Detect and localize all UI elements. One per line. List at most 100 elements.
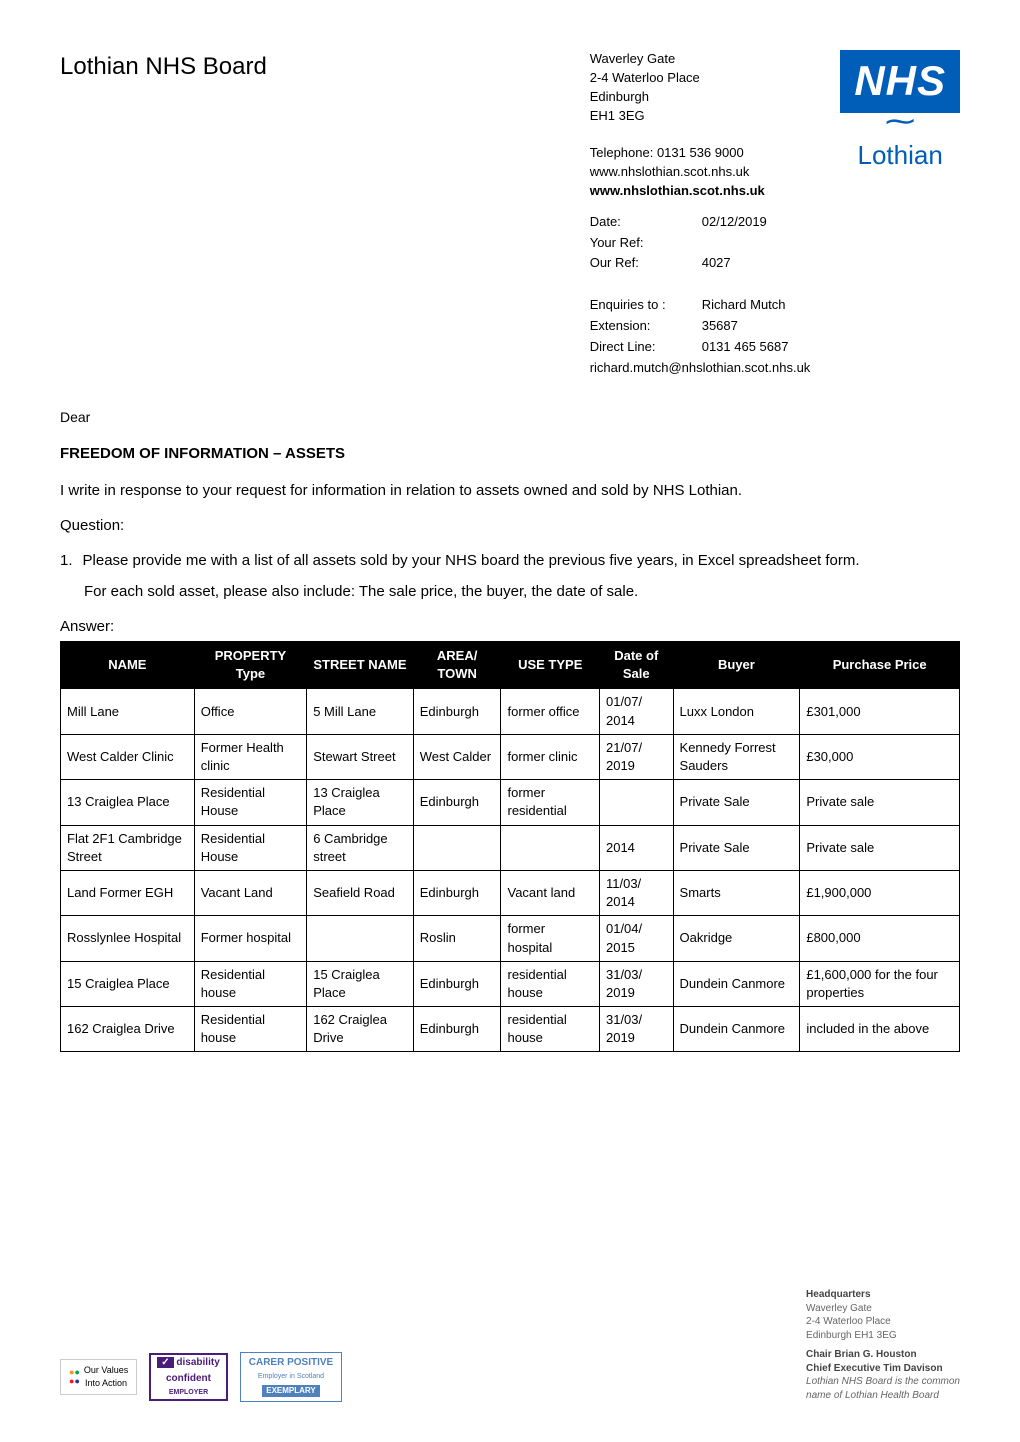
question-text: Please provide me with a list of all ass…	[83, 550, 860, 571]
meta-value	[702, 234, 811, 253]
table-cell: former residential	[501, 780, 600, 825]
footer-italic: name of Lothian Health Board	[806, 1389, 960, 1403]
subject-line: FREEDOM OF INFORMATION – ASSETS	[60, 443, 960, 464]
table-cell: Office	[194, 689, 307, 734]
table-cell: 15 Craiglea Place	[307, 961, 414, 1006]
table-cell: Roslin	[413, 916, 501, 961]
table-cell: £800,000	[800, 916, 960, 961]
meta-label: Enquiries to :	[590, 296, 690, 315]
table-row: Land Former EGHVacant LandSeafield RoadE…	[61, 870, 960, 915]
table-cell: Edinburgh	[413, 870, 501, 915]
table-cell: 15 Craiglea Place	[61, 961, 195, 1006]
table-cell: Edinburgh	[413, 961, 501, 1006]
table-cell: £30,000	[800, 734, 960, 779]
table-cell: Former Health clinic	[194, 734, 307, 779]
table-cell: £1,900,000	[800, 870, 960, 915]
meta-label: Our Ref:	[590, 254, 690, 273]
table-cell: 31/03/ 2019	[599, 1007, 673, 1052]
table-header: NAME	[61, 642, 195, 689]
address-line: 2-4 Waterloo Place	[590, 69, 811, 88]
table-cell: West Calder Clinic	[61, 734, 195, 779]
table-body: Mill LaneOffice5 Mill LaneEdinburghforme…	[61, 689, 960, 1052]
table-cell: 5 Mill Lane	[307, 689, 414, 734]
table-cell: residential house	[501, 961, 600, 1006]
table-cell	[599, 780, 673, 825]
table-cell: 162 Craiglea Drive	[307, 1007, 414, 1052]
address-block: Waverley Gate 2-4 Waterloo Place Edinbur…	[590, 50, 811, 378]
table-cell: Dundein Canmore	[673, 961, 800, 1006]
table-header-row: NAME PROPERTY Type STREET NAME AREA/ TOW…	[61, 642, 960, 689]
table-cell: 13 Craiglea Place	[61, 780, 195, 825]
meta-grid: Date: 02/12/2019 Your Ref: Our Ref: 4027…	[590, 213, 811, 378]
table-cell: West Calder	[413, 734, 501, 779]
question-label: Question:	[60, 515, 960, 536]
table-cell: 01/04/ 2015	[599, 916, 673, 961]
disability-line: confident	[166, 1373, 211, 1385]
meta-label: Extension:	[590, 317, 690, 336]
intro-paragraph: I write in response to your request for …	[60, 480, 960, 501]
phone-line: Telephone: 0131 536 9000	[590, 144, 811, 163]
meta-label: Date:	[590, 213, 690, 232]
table-cell: Private sale	[800, 825, 960, 870]
table-cell: Residential House	[194, 780, 307, 825]
table-cell	[413, 825, 501, 870]
carer-positive-badge-icon: CARER POSITIVE Employer in Scotland EXEM…	[240, 1352, 342, 1402]
table-cell: 31/03/ 2019	[599, 961, 673, 1006]
table-cell	[307, 916, 414, 961]
table-cell: Residential House	[194, 825, 307, 870]
table-header: Buyer	[673, 642, 800, 689]
table-cell: Dundein Canmore	[673, 1007, 800, 1052]
table-cell: Private Sale	[673, 825, 800, 870]
table-cell: 13 Craiglea Place	[307, 780, 414, 825]
table-cell: Seafield Road	[307, 870, 414, 915]
values-dots-icon: ●●●●	[69, 1368, 80, 1386]
header-row: Lothian NHS Board Waverley Gate 2-4 Wate…	[60, 50, 960, 378]
table-cell: Mill Lane	[61, 689, 195, 734]
table-header: Date of Sale	[599, 642, 673, 689]
meta-email: richard.mutch@nhslothian.scot.nhs.uk	[590, 359, 811, 378]
meta-value: 4027	[702, 254, 811, 273]
header-right: Waverley Gate 2-4 Waterloo Place Edinbur…	[590, 50, 960, 378]
carer-line: CARER POSITIVE	[249, 1357, 333, 1369]
table-cell: Vacant Land	[194, 870, 307, 915]
table-cell: £301,000	[800, 689, 960, 734]
table-cell: Kennedy Forrest Sauders	[673, 734, 800, 779]
table-cell: 6 Cambridge street	[307, 825, 414, 870]
table-cell: former hospital	[501, 916, 600, 961]
nhs-logo-box: NHS	[840, 50, 960, 113]
meta-value: 0131 465 5687	[702, 338, 811, 357]
meta-label: Direct Line:	[590, 338, 690, 357]
nhs-logo-lothian: Lothian	[840, 137, 960, 173]
table-cell: 162 Craiglea Drive	[61, 1007, 195, 1052]
table-row: West Calder ClinicFormer Health clinicSt…	[61, 734, 960, 779]
footer-italic: Lothian NHS Board is the common	[806, 1375, 960, 1389]
table-header: Purchase Price	[800, 642, 960, 689]
our-values-badge-icon: ●●●● Our ValuesInto Action	[60, 1359, 137, 1394]
footer-ceo: Chief Executive Tim Davison	[806, 1362, 960, 1376]
table-cell: 11/03/ 2014	[599, 870, 673, 915]
meta-value: Richard Mutch	[702, 296, 811, 315]
table-cell: Land Former EGH	[61, 870, 195, 915]
table-cell: Flat 2F1 Cambridge Street	[61, 825, 195, 870]
meta-label: Your Ref:	[590, 234, 690, 253]
footer-chair: Chair Brian G. Houston	[806, 1348, 960, 1362]
table-row: 15 Craiglea PlaceResidential house15 Cra…	[61, 961, 960, 1006]
table-header: USE TYPE	[501, 642, 600, 689]
nhs-logo: NHS ⁓ Lothian	[840, 50, 960, 173]
disability-line: ✓ disability	[157, 1357, 220, 1369]
table-cell: Rosslynlee Hospital	[61, 916, 195, 961]
question-item: 1. Please provide me with a list of all …	[60, 550, 960, 571]
table-cell: 21/07/ 2019	[599, 734, 673, 779]
address-line: Edinburgh	[590, 88, 811, 107]
table-cell: Edinburgh	[413, 780, 501, 825]
org-title: Lothian NHS Board	[60, 50, 267, 84]
table-header: PROPERTY Type	[194, 642, 307, 689]
table-row: Mill LaneOffice5 Mill LaneEdinburghforme…	[61, 689, 960, 734]
footer-hq: Headquarters	[806, 1288, 960, 1302]
table-cell: £1,600,000 for the four properties	[800, 961, 960, 1006]
table-cell: Residential house	[194, 1007, 307, 1052]
table-cell: former office	[501, 689, 600, 734]
footer: ●●●● Our ValuesInto Action ✓ disability …	[60, 1288, 960, 1402]
meta-spacer	[590, 275, 811, 294]
table-cell: Smarts	[673, 870, 800, 915]
